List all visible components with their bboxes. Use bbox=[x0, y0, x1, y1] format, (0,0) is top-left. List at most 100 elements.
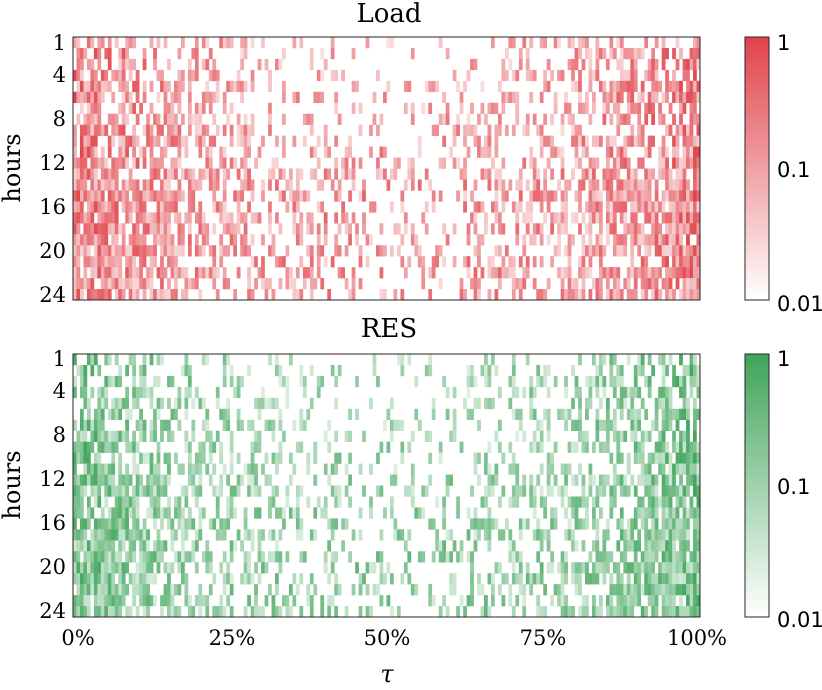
load-cell bbox=[229, 234, 234, 246]
res-cell bbox=[149, 452, 154, 464]
load-cell bbox=[619, 37, 624, 49]
load-cell bbox=[644, 168, 649, 180]
res-cell bbox=[208, 551, 213, 563]
res-cell bbox=[696, 452, 701, 464]
load-cell bbox=[125, 278, 130, 290]
res-cell bbox=[97, 595, 102, 607]
load-cell bbox=[689, 80, 694, 93]
load-cell bbox=[428, 80, 433, 93]
res-cell bbox=[76, 474, 81, 486]
res-cell bbox=[689, 452, 694, 464]
res-cell bbox=[686, 364, 690, 377]
res-cell bbox=[574, 496, 579, 508]
res-cell bbox=[128, 606, 133, 618]
load-cell bbox=[194, 102, 199, 115]
load-cell bbox=[149, 223, 154, 235]
res-cell bbox=[132, 518, 136, 530]
load-cell bbox=[198, 113, 203, 125]
res-cell bbox=[264, 474, 269, 486]
load-cell bbox=[142, 245, 147, 257]
res-cell bbox=[299, 518, 304, 530]
res-cell bbox=[132, 485, 136, 497]
load-cell bbox=[282, 91, 286, 104]
res-cell bbox=[592, 496, 596, 508]
load-cell bbox=[236, 124, 241, 136]
res-cell bbox=[100, 441, 105, 453]
res-cell bbox=[696, 606, 701, 618]
load-cell bbox=[679, 245, 683, 257]
load-cell bbox=[86, 58, 91, 71]
res-cell bbox=[97, 430, 102, 442]
res-cell bbox=[689, 584, 694, 596]
res-cell bbox=[647, 595, 652, 607]
res-cell bbox=[264, 397, 269, 410]
res-cell bbox=[93, 419, 98, 432]
res-cell bbox=[229, 507, 234, 519]
res-cell bbox=[184, 364, 189, 377]
load-cell bbox=[288, 267, 293, 279]
res-cell bbox=[111, 430, 116, 442]
res-cell bbox=[104, 441, 109, 453]
res-cell bbox=[396, 529, 401, 541]
res-cell bbox=[275, 485, 279, 497]
res-cell bbox=[480, 496, 485, 508]
load-cell bbox=[73, 168, 77, 180]
res-cell bbox=[689, 507, 694, 519]
res-cell bbox=[86, 354, 91, 366]
load-cell bbox=[410, 47, 415, 60]
res-cell bbox=[553, 375, 558, 388]
load-cell bbox=[247, 245, 251, 257]
load-cell bbox=[686, 245, 690, 257]
load-cell bbox=[630, 58, 635, 71]
res-cell bbox=[491, 354, 495, 366]
load-cell bbox=[132, 135, 136, 147]
res-cell bbox=[522, 430, 527, 442]
res-cell bbox=[299, 606, 304, 618]
load-cell bbox=[100, 157, 105, 169]
load-cell bbox=[578, 135, 582, 147]
res-cell bbox=[107, 474, 112, 486]
res-cell bbox=[654, 441, 659, 453]
res-cell bbox=[372, 354, 377, 366]
res-cell bbox=[100, 573, 105, 585]
res-cell bbox=[114, 562, 119, 574]
load-cell bbox=[647, 168, 652, 180]
load-cell bbox=[316, 256, 321, 268]
load-cell bbox=[487, 267, 492, 279]
load-cell bbox=[323, 223, 328, 235]
load-cell bbox=[605, 102, 610, 115]
res-cell bbox=[679, 430, 683, 442]
load-cell bbox=[348, 168, 352, 180]
res-cell bbox=[132, 529, 136, 541]
res-cell bbox=[686, 463, 690, 475]
load-cell bbox=[76, 58, 81, 71]
load-cell bbox=[86, 212, 91, 224]
res-cell bbox=[682, 507, 687, 519]
load-cell bbox=[261, 256, 265, 268]
res-cell bbox=[484, 375, 488, 388]
load-cell bbox=[97, 91, 102, 104]
res-cell bbox=[661, 606, 666, 618]
res-cell bbox=[567, 518, 572, 530]
load-cell bbox=[595, 135, 600, 147]
res-cell bbox=[477, 397, 481, 410]
res-cell bbox=[135, 386, 140, 399]
res-cell bbox=[571, 397, 575, 410]
load-cell bbox=[550, 168, 554, 180]
res-cell bbox=[191, 606, 196, 618]
res-cell bbox=[254, 584, 258, 596]
res-cell bbox=[585, 573, 589, 585]
res-cell bbox=[79, 573, 84, 585]
load-cell bbox=[654, 58, 659, 71]
load-cell bbox=[97, 212, 102, 224]
load-cell bbox=[268, 245, 272, 257]
load-cell bbox=[689, 47, 694, 60]
load-cell bbox=[316, 179, 321, 191]
res-cell bbox=[226, 518, 231, 530]
load-cell bbox=[609, 223, 614, 235]
res-cell bbox=[243, 562, 248, 574]
load-cell bbox=[97, 58, 102, 71]
res-cell bbox=[564, 485, 568, 497]
load-cell bbox=[672, 47, 676, 60]
res-cell bbox=[184, 584, 189, 596]
